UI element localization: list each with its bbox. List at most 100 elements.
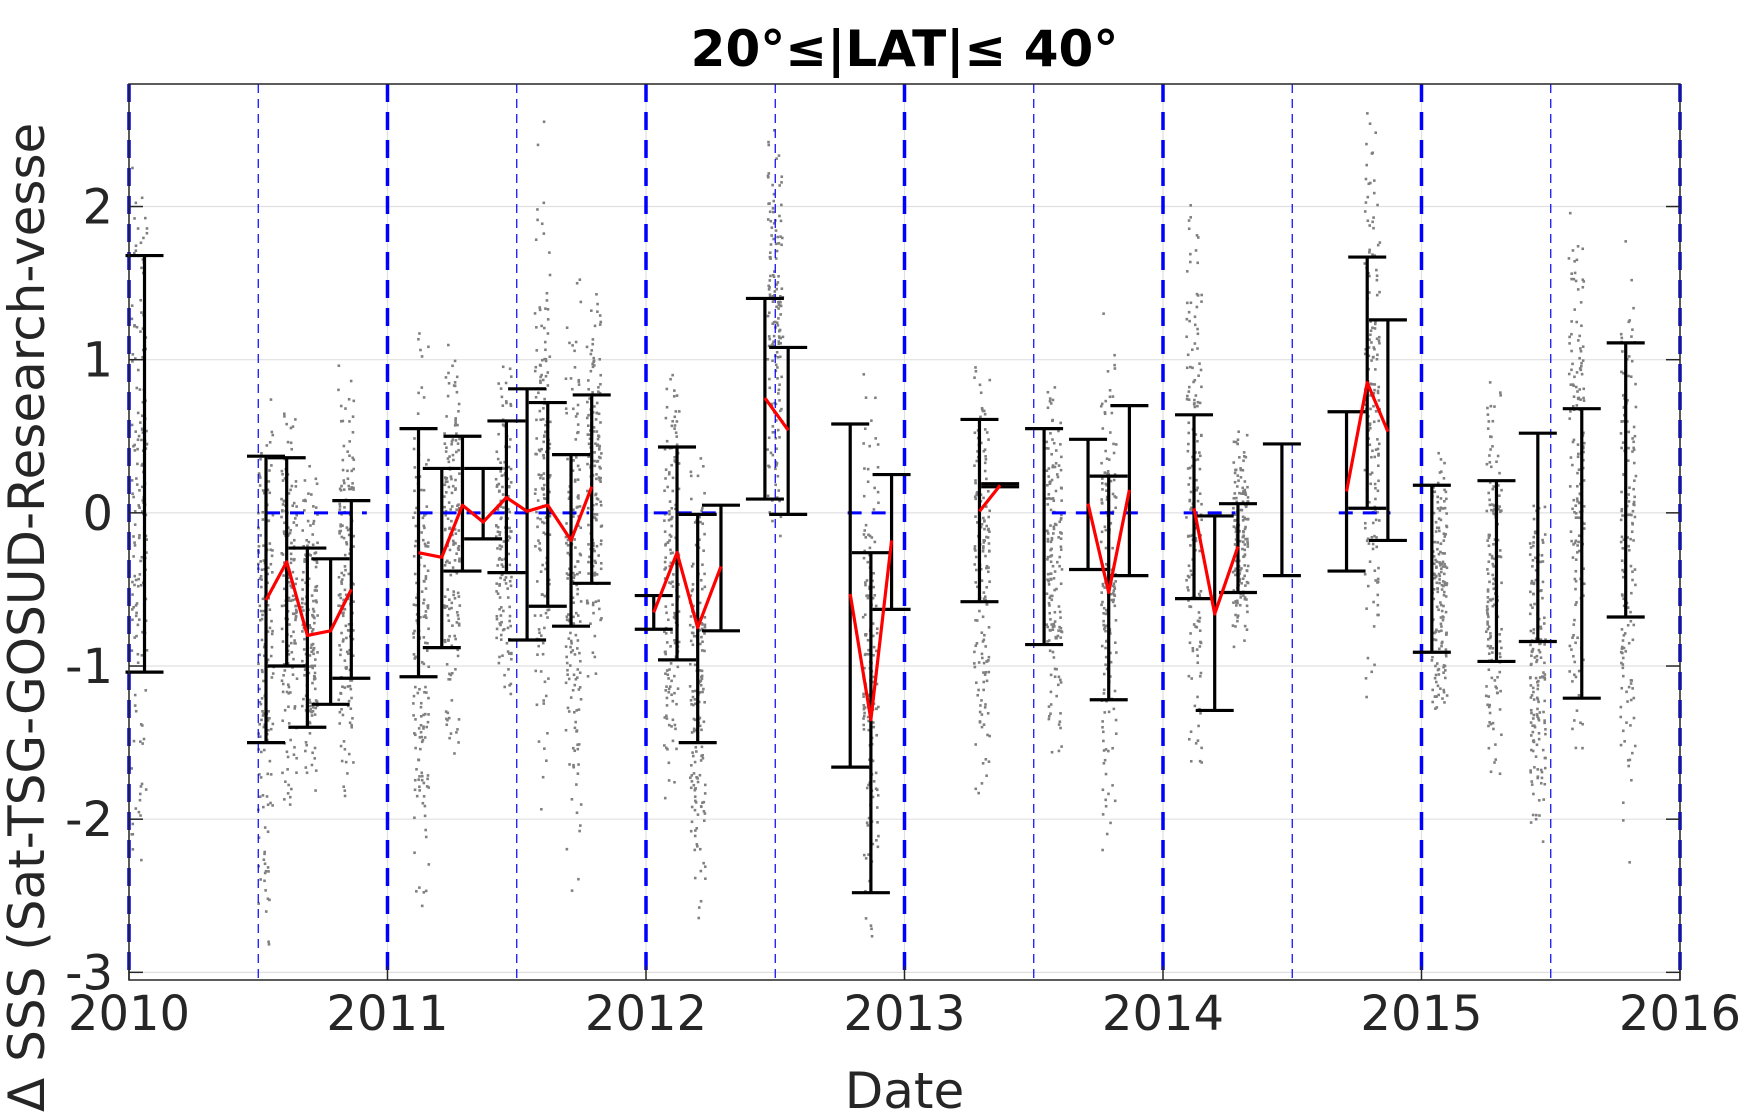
scatter-point (281, 553, 285, 556)
scatter-point (1537, 731, 1541, 735)
scatter-point (509, 467, 513, 471)
scatter-point (1058, 720, 1062, 724)
scatter-point (140, 311, 143, 314)
scatter-point (315, 560, 319, 563)
scatter-point (1576, 245, 1580, 248)
scatter-point (575, 709, 578, 712)
scatter-point (1532, 541, 1535, 544)
scatter-point (135, 477, 138, 480)
scatter-point (1060, 568, 1064, 571)
scatter-point (982, 409, 986, 413)
scatter-point (771, 519, 774, 523)
scatter-point (576, 743, 579, 747)
scatter-point (1578, 356, 1581, 360)
scatter-point (1046, 537, 1050, 541)
scatter-point (767, 172, 771, 175)
scatter-point (1376, 353, 1379, 357)
scatter-point (690, 565, 694, 568)
scatter-point (574, 611, 578, 615)
scatter-point (501, 404, 505, 407)
scatter-point (566, 457, 569, 461)
scatter-point (337, 364, 341, 368)
scatter-point (870, 419, 873, 422)
scatter-point (690, 774, 694, 777)
scatter-point (593, 655, 597, 659)
scatter-point (872, 780, 876, 783)
scatter-point (694, 799, 697, 803)
scatter-point (1439, 622, 1443, 626)
scatter-point (258, 604, 262, 608)
scatter-point (1052, 577, 1056, 580)
scatter-point (414, 733, 417, 737)
scatter-point (292, 501, 296, 505)
scatter-point (1102, 627, 1106, 631)
scatter-point (1531, 717, 1535, 720)
scatter-point (1104, 663, 1107, 667)
scatter-point (701, 640, 704, 644)
scatter-point (1238, 603, 1242, 607)
scatter-point (689, 615, 693, 618)
scatter-point (1236, 619, 1239, 623)
scatter-point (1500, 646, 1503, 650)
scatter-point (1534, 556, 1537, 560)
scatter-point (1368, 251, 1371, 254)
scatter-point (1582, 479, 1586, 482)
scatter-point (1627, 685, 1631, 689)
scatter-point (1489, 722, 1493, 726)
scatter-point (259, 457, 262, 461)
error-bar (1262, 442, 1301, 578)
scatter-point (1619, 332, 1623, 336)
scatter-point (311, 709, 315, 713)
scatter-point (983, 673, 987, 676)
scatter-point (1053, 588, 1056, 592)
scatter-point (458, 559, 461, 562)
scatter-point (1498, 505, 1501, 508)
scatter-point (872, 721, 875, 724)
scatter-point (1531, 544, 1535, 548)
scatter-point (455, 375, 459, 379)
scatter-point (343, 481, 346, 485)
scatter-point (697, 906, 701, 909)
scatter-point (457, 617, 460, 621)
scatter-point (1628, 758, 1632, 762)
scatter-point (578, 671, 582, 675)
scatter-point (1492, 582, 1495, 586)
scatter-point (1582, 399, 1586, 402)
scatter-point (454, 478, 457, 482)
scatter-point (454, 488, 457, 491)
scatter-point (265, 444, 269, 447)
scatter-point (1441, 697, 1444, 700)
scatter-point (308, 709, 311, 713)
scatter-point (1432, 638, 1436, 641)
scatter-point (1626, 700, 1629, 703)
scatter-point (1243, 597, 1247, 601)
scatter-point (1573, 375, 1576, 379)
scatter-point (775, 305, 778, 309)
scatter-point (1621, 729, 1625, 733)
scatter-point (673, 639, 676, 642)
scatter-point (1246, 564, 1250, 568)
scatter-point (781, 335, 785, 339)
scatter-point (771, 431, 775, 434)
scatter-point (539, 364, 542, 367)
scatter-point (673, 459, 676, 462)
mean-line (848, 540, 894, 722)
scatter-point (692, 717, 696, 721)
scatter-point (289, 641, 293, 645)
scatter-point (1240, 508, 1244, 512)
scatter-point (443, 505, 446, 509)
scatter-point (262, 725, 266, 729)
scatter-point (1621, 394, 1625, 397)
scatter-point (567, 613, 570, 616)
scatter-point (1047, 497, 1051, 500)
scatter-point (1578, 516, 1581, 520)
scatter-point (283, 669, 287, 672)
scatter-point (339, 420, 343, 423)
scatter-point (1048, 482, 1052, 485)
scatter-point (1049, 432, 1052, 435)
scatter-point (587, 506, 590, 510)
scatter-point (504, 381, 508, 385)
scatter-point (1244, 493, 1248, 497)
scatter-point (145, 551, 148, 554)
scatter-point (1445, 566, 1449, 570)
